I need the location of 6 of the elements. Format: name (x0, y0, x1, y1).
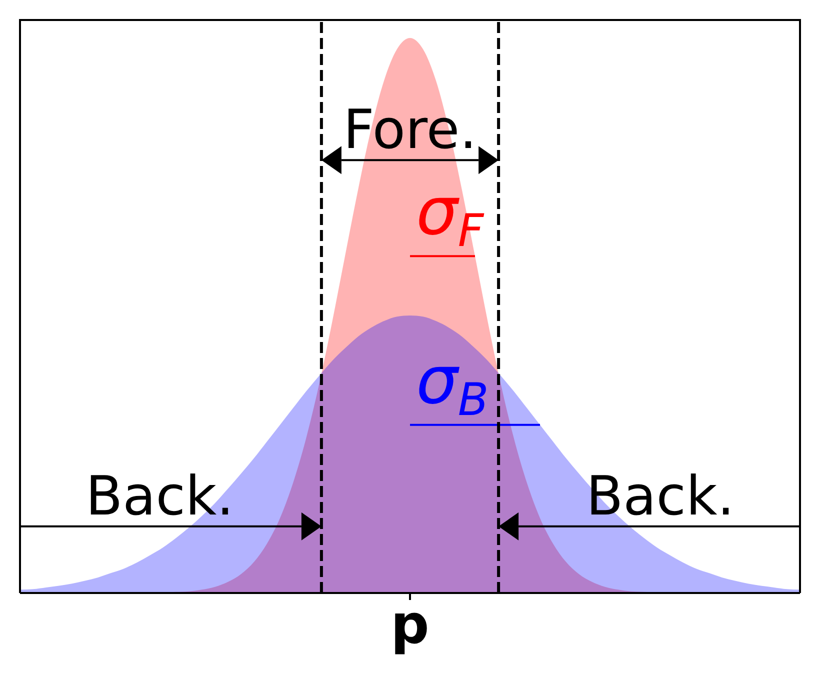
annotation: Back. (586, 464, 734, 528)
annotation: Back. (86, 464, 234, 528)
x-axis-title: p (390, 593, 430, 656)
series-label: σ$_{F}$ (416, 173, 485, 257)
annotation: Fore. (343, 98, 477, 162)
series-label: σ$_{B}$ (416, 342, 489, 426)
